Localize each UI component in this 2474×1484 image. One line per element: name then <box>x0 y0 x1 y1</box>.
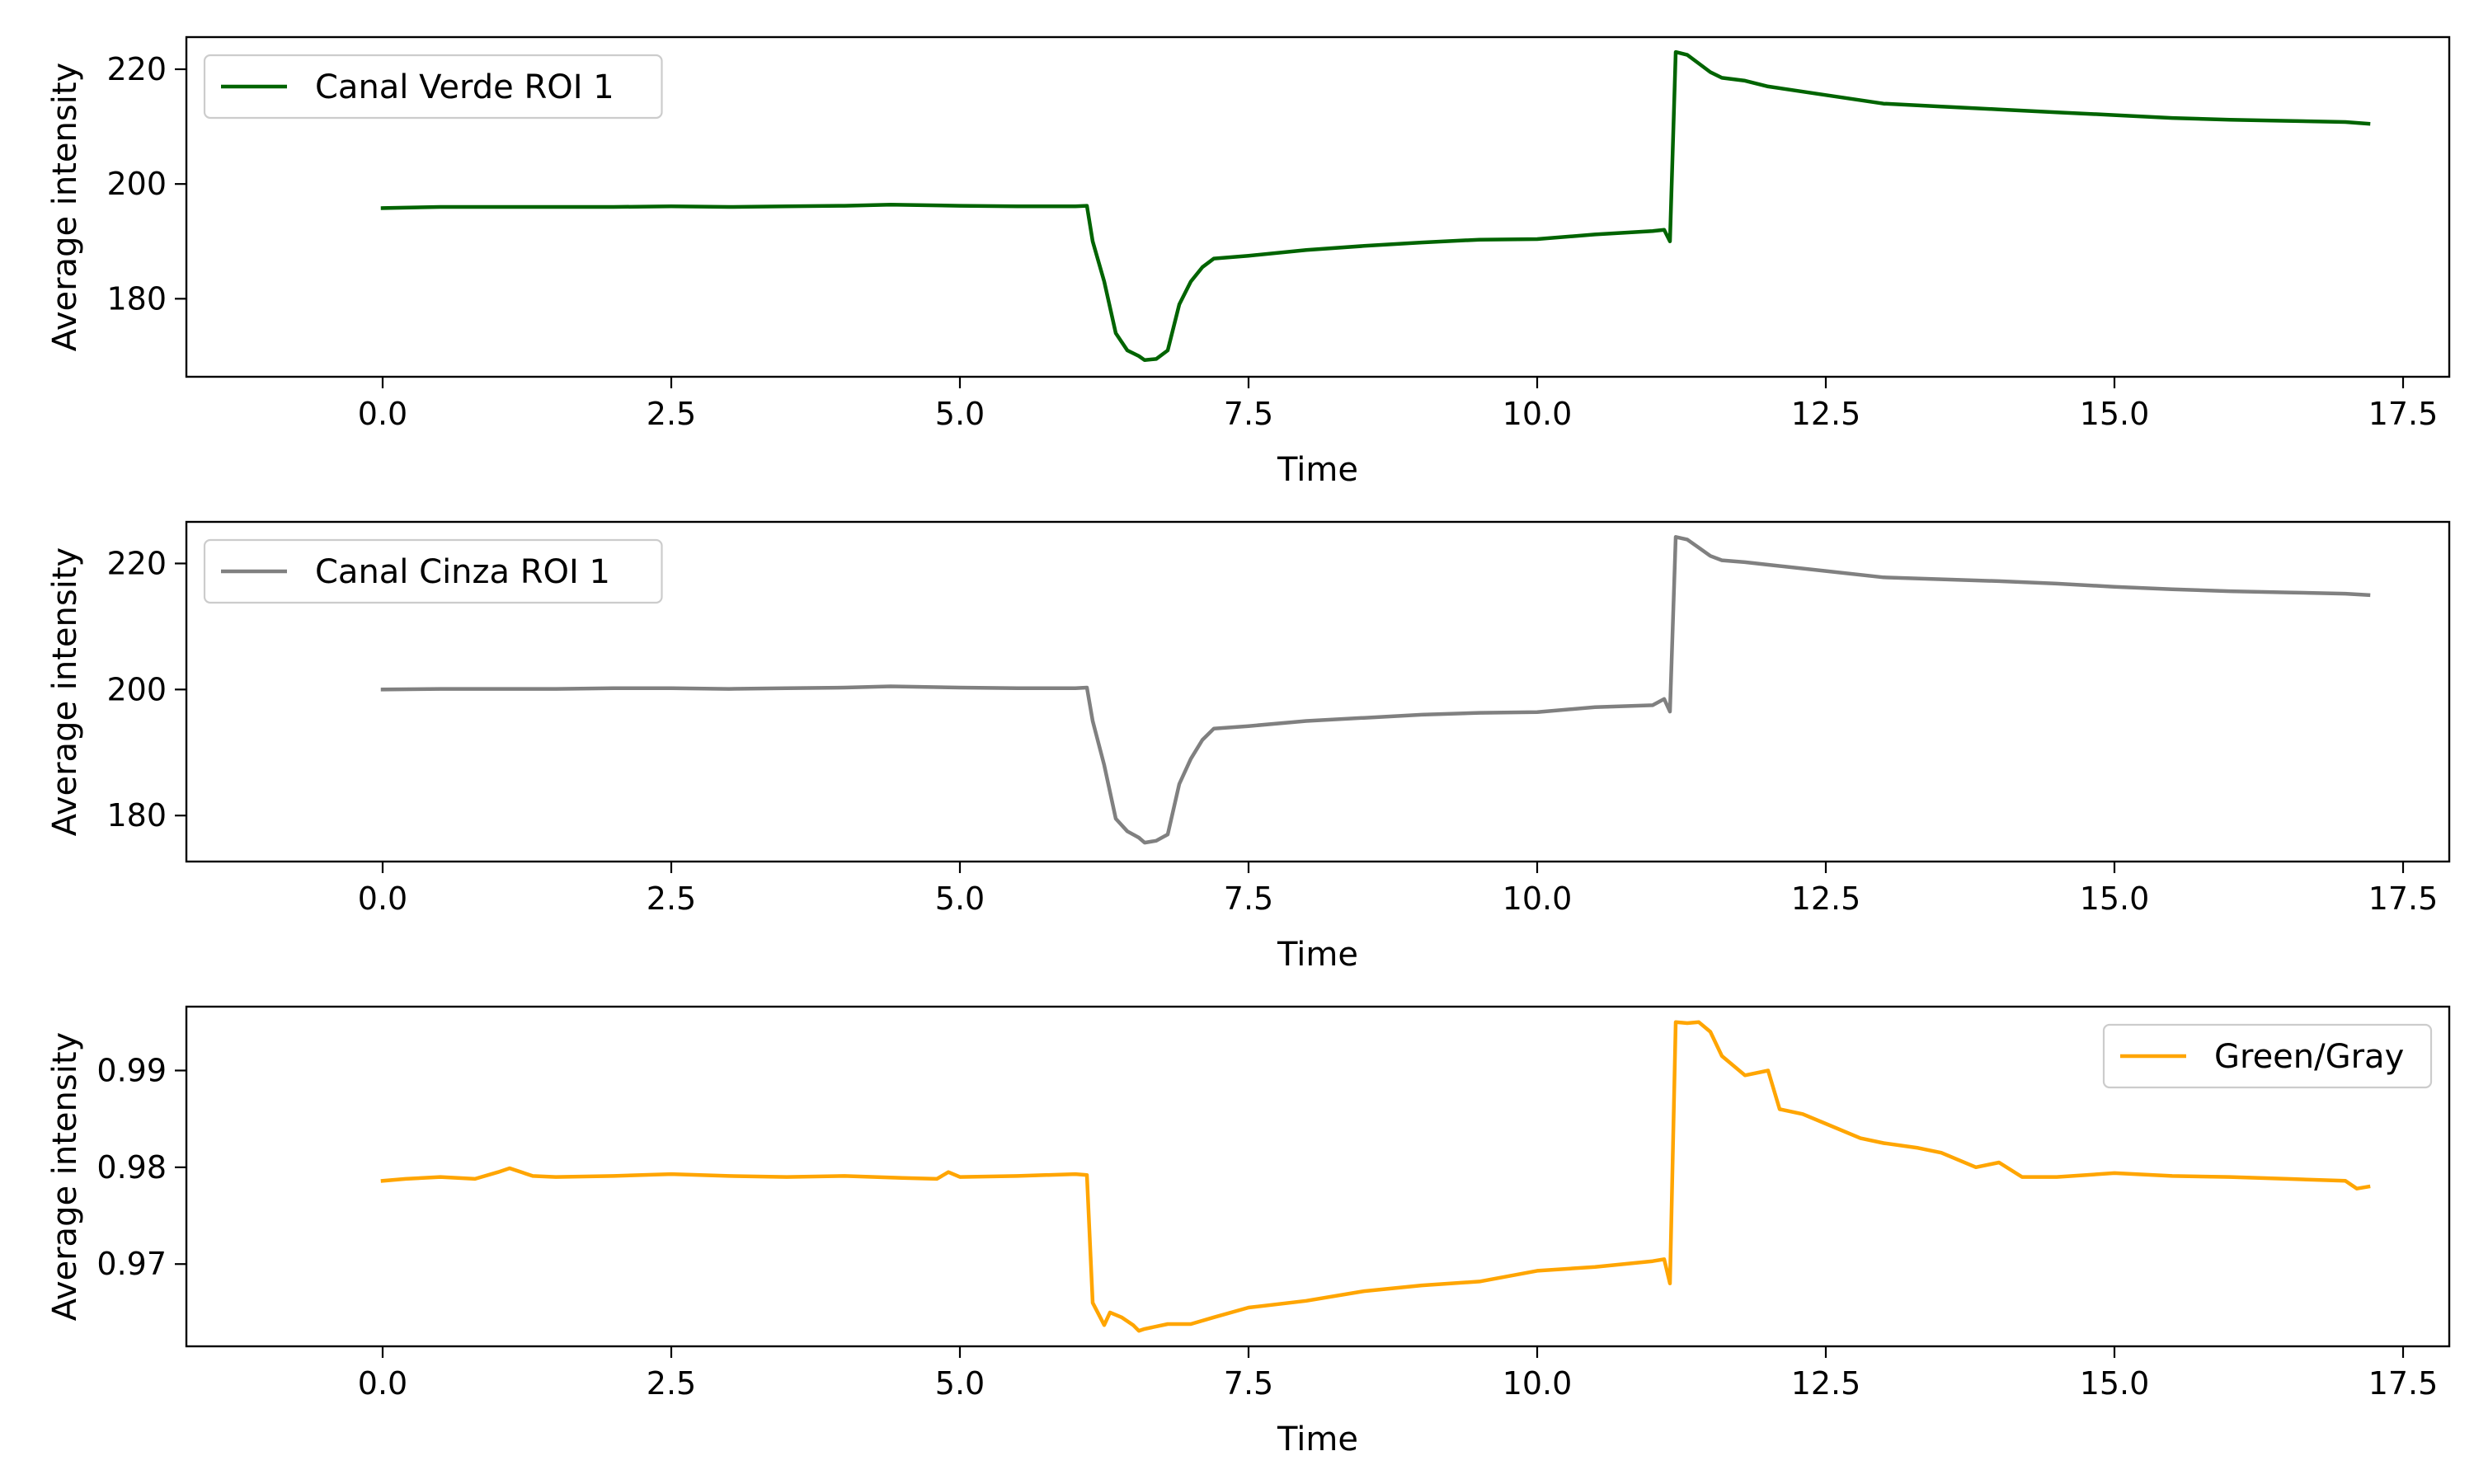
x-tick-label: 5.0 <box>935 396 985 432</box>
x-tick-label: 7.5 <box>1224 1365 1273 1402</box>
y-axis-label: Average intensity <box>46 1032 84 1321</box>
chart-panel-2: 0.0 2.5 5.0 7.5 10.0 12.5 15.0 17.5 180 200 220 Tim… <box>46 520 2451 974</box>
legend: Canal Verde ROI 1 <box>203 54 663 120</box>
legend-label: Green/Gray <box>2214 1038 2404 1076</box>
y-tick-label: 220 <box>106 545 167 581</box>
x-tick-label: 0.0 <box>358 881 407 917</box>
legend: Green/Gray <box>2102 1023 2433 1089</box>
y-axis-label: Average intensity <box>46 547 84 836</box>
plot-frame <box>185 35 2451 378</box>
x-tick-label: 7.5 <box>1224 881 1273 917</box>
x-tick-label: 2.5 <box>647 396 696 432</box>
x-tick-label: 15.0 <box>2080 396 2150 432</box>
x-tick-label: 2.5 <box>647 881 696 917</box>
x-tick-label: 5.0 <box>935 881 985 917</box>
series-line-1 <box>380 535 2371 845</box>
y-tick-label: 200 <box>106 671 167 707</box>
legend: Canal Cinza ROI 1 <box>203 538 663 604</box>
x-axis-label: Time <box>1277 936 1358 974</box>
x-tick-label: 10.0 <box>1503 396 1573 432</box>
x-axis-label: Time <box>1277 451 1358 489</box>
y-tick-label: 0.97 <box>96 1246 167 1282</box>
x-tick-label: 10.0 <box>1503 881 1573 917</box>
x-tick-label: 0.0 <box>358 396 407 432</box>
x-tick-label: 12.5 <box>1791 1365 1861 1402</box>
legend-box <box>203 538 663 604</box>
x-tick-label: 0.0 <box>358 1365 407 1402</box>
x-tick-label: 17.5 <box>2368 1365 2439 1402</box>
x-tick-label: 17.5 <box>2368 396 2439 432</box>
series-line-1 <box>380 1020 2371 1333</box>
x-tick-label: 10.0 <box>1503 1365 1573 1402</box>
legend-label: Canal Cinza ROI 1 <box>315 553 610 591</box>
plot-frame <box>185 1005 2451 1348</box>
y-tick-label: 220 <box>106 51 167 87</box>
legend-box <box>203 54 663 120</box>
x-tick-label: 15.0 <box>2080 881 2150 917</box>
x-tick-label: 12.5 <box>1791 396 1861 432</box>
x-tick-label: 5.0 <box>935 1365 985 1402</box>
x-tick-label: 2.5 <box>647 1365 696 1402</box>
y-tick-label: 200 <box>106 166 167 202</box>
chart-panel-3: 0.0 2.5 5.0 7.5 10.0 12.5 15.0 17.5 0.97 0.98 0.99… <box>46 1005 2451 1458</box>
x-tick-label: 17.5 <box>2368 881 2439 917</box>
x-tick-label: 7.5 <box>1224 396 1273 432</box>
legend-label: Canal Verde ROI 1 <box>315 68 614 106</box>
y-tick-label: 180 <box>106 280 167 317</box>
x-tick-label: 15.0 <box>2080 1365 2150 1402</box>
y-tick-label: 0.98 <box>96 1149 167 1186</box>
y-tick-label: 180 <box>106 797 167 834</box>
series-line-1 <box>380 49 2371 363</box>
chart-panel-1: 0.0 2.5 5.0 7.5 10.0 12.5 15.0 17.5 180 200 220 Tim… <box>46 35 2451 489</box>
y-axis-label: Average intensity <box>46 63 84 351</box>
plot-frame <box>185 520 2451 863</box>
legend-box <box>2102 1023 2433 1089</box>
x-tick-label: 12.5 <box>1791 881 1861 917</box>
y-tick-label: 0.99 <box>96 1052 167 1088</box>
x-axis-label: Time <box>1277 1421 1358 1458</box>
